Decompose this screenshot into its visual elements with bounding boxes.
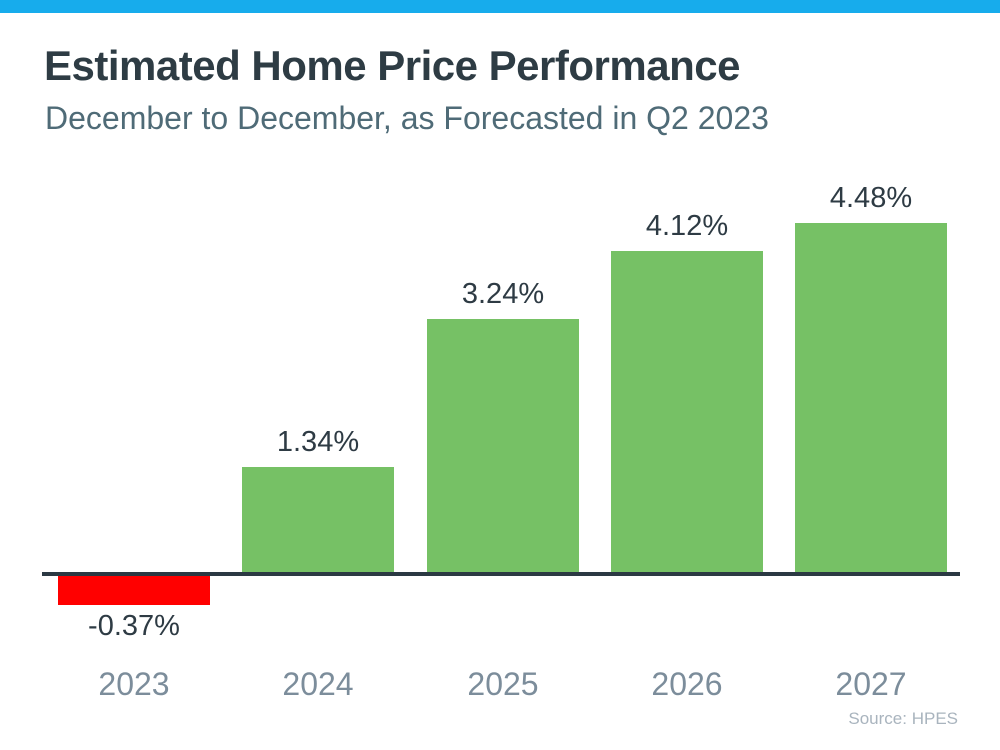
top-accent-bar <box>0 0 1000 13</box>
value-label-2024: 1.34% <box>276 426 360 458</box>
chart-title: Estimated Home Price Performance <box>44 42 740 89</box>
value-label-2023: -0.37% <box>88 610 180 642</box>
bar-2024 <box>242 467 394 572</box>
bar-2023 <box>58 576 210 605</box>
bar-2027 <box>795 223 947 572</box>
x-tick-label-2026: 2026 <box>651 666 723 702</box>
value-label-2025: 3.24% <box>461 278 545 310</box>
x-tick-label-2023: 2023 <box>98 666 170 702</box>
bar-2025 <box>427 319 579 572</box>
x-tick-label-2024: 2024 <box>282 666 354 702</box>
value-label-2027: 4.48% <box>829 182 913 214</box>
chart-subtitle: December to December, as Forecasted in Q… <box>45 100 769 136</box>
x-tick-label-2027: 2027 <box>835 666 907 702</box>
x-tick-label-2025: 2025 <box>467 666 539 702</box>
bar-2026 <box>611 251 763 572</box>
value-label-2026: 4.12% <box>645 210 729 242</box>
x-axis-line <box>42 572 960 576</box>
source-caption: Source: HPES <box>848 709 958 728</box>
